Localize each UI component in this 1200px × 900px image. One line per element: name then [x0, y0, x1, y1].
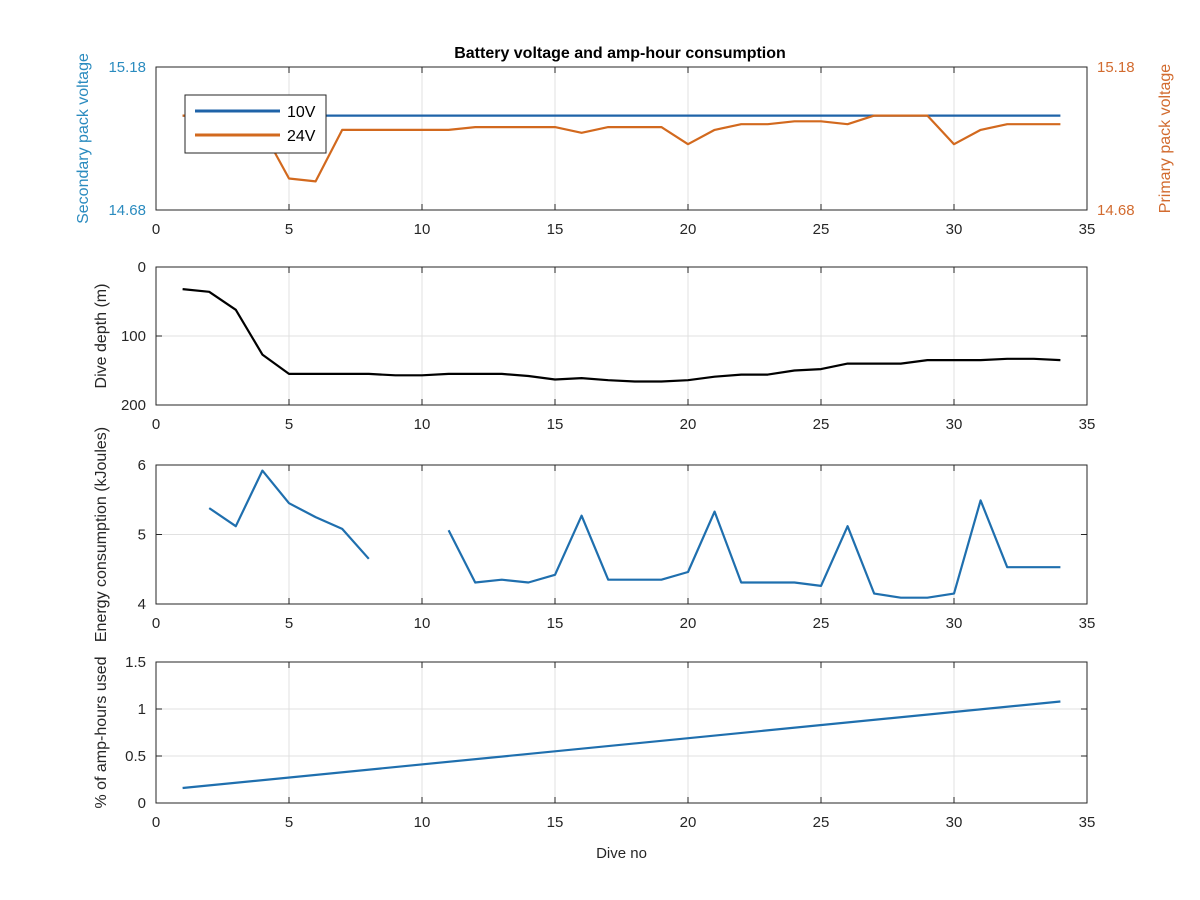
x-tick-label: 5: [285, 416, 293, 433]
axes-box: [155, 661, 1088, 804]
y-tick-label: 0.5: [125, 748, 146, 765]
x-tick-label: 30: [946, 221, 963, 238]
x-tick-label: 5: [285, 814, 293, 831]
y2-axis-label: Primary pack voltage: [1157, 64, 1174, 213]
y-tick-label: 6: [138, 457, 146, 474]
x-tick-label: 15: [547, 814, 564, 831]
x-tick-label: 15: [547, 221, 564, 238]
panel-3: 0 5 10 15 20 25 30 35 4 5 6 Energy consumption (kJo…: [93, 427, 1095, 642]
y-axis-label: Dive depth (m): [93, 284, 110, 389]
panel-4: 0 5 10 15 20 25 30 35 0 0.5 1 1.5 % of amp-hours use…: [93, 654, 1095, 862]
x-tick-label: 0: [152, 814, 160, 831]
y2-tick-label: 15.18: [1097, 59, 1135, 76]
panel-1: 0 5 10 15 20 25 30 3514.6815.1814.6815.18Second…: [75, 53, 1174, 238]
y-tick-label: 5: [138, 527, 146, 544]
panel-2: 0 5 10 15 20 25 30 35 0 100 200 Dive depth (m): [93, 259, 1095, 433]
plots-container: 0 5 10 15 20 25 30 3514.6815.1814.6815.18Second…: [75, 53, 1174, 862]
y-tick-label: 1.5: [125, 654, 146, 671]
x-tick-label: 25: [813, 221, 830, 238]
y-axis-label: Secondary pack voltage: [75, 53, 92, 224]
figure-title: Battery voltage and amp-hour consumption: [454, 45, 786, 62]
x-tick-label: 20: [680, 221, 697, 238]
x-tick-label: 35: [1079, 615, 1096, 632]
x-tick-label: 10: [414, 221, 431, 238]
series-line-p4-1: [182, 700, 1061, 790]
x-axis-label: Dive no: [596, 845, 647, 862]
x-tick-label: 35: [1079, 221, 1096, 238]
x-tick-label: 20: [680, 416, 697, 433]
x-tick-label: 25: [813, 615, 830, 632]
x-tick-label: 30: [946, 814, 963, 831]
series-line-p3-1-seg2: [447, 499, 1061, 599]
x-tick-label: 10: [414, 416, 431, 433]
series-line-24v: [182, 114, 1061, 183]
y-tick-label: 14.68: [108, 202, 146, 219]
y-axis-label: % of amp-hours used: [93, 656, 110, 808]
x-tick-label: 30: [946, 416, 963, 433]
y-tick-label: 4: [138, 596, 146, 613]
x-tick-label: 15: [547, 615, 564, 632]
x-tick-label: 0: [152, 221, 160, 238]
x-tick-label: 20: [680, 615, 697, 632]
x-tick-label: 35: [1079, 814, 1096, 831]
y-tick-label: 0: [138, 795, 146, 812]
x-tick-label: 0: [152, 416, 160, 433]
y2-tick-label: 14.68: [1097, 202, 1135, 219]
y-tick-label: 100: [121, 328, 146, 345]
x-tick-label: 25: [813, 814, 830, 831]
legend-box: [184, 94, 327, 154]
x-tick-label: 10: [414, 615, 431, 632]
x-tick-label: 10: [414, 814, 431, 831]
legend-label-10v: 10V: [287, 104, 316, 121]
y-tick-label: 200: [121, 397, 146, 414]
x-tick-label: 0: [152, 615, 160, 632]
series-line-p2-1: [182, 288, 1061, 383]
x-tick-label: 5: [285, 221, 293, 238]
axes-box: [155, 66, 1088, 211]
y-tick-label: 15.18: [108, 59, 146, 76]
y-tick-label: 0: [138, 259, 146, 276]
x-tick-label: 25: [813, 416, 830, 433]
y-tick-label: 1: [138, 701, 146, 718]
x-tick-label: 15: [547, 416, 564, 433]
y-axis-label: Energy consumption (kJoules): [93, 427, 110, 642]
x-tick-label: 35: [1079, 416, 1096, 433]
x-tick-label: 20: [680, 814, 697, 831]
series-line-p3-1-seg1: [208, 469, 370, 560]
legend-label-24v: 24V: [287, 128, 316, 145]
x-tick-label: 30: [946, 615, 963, 632]
x-tick-label: 5: [285, 615, 293, 632]
